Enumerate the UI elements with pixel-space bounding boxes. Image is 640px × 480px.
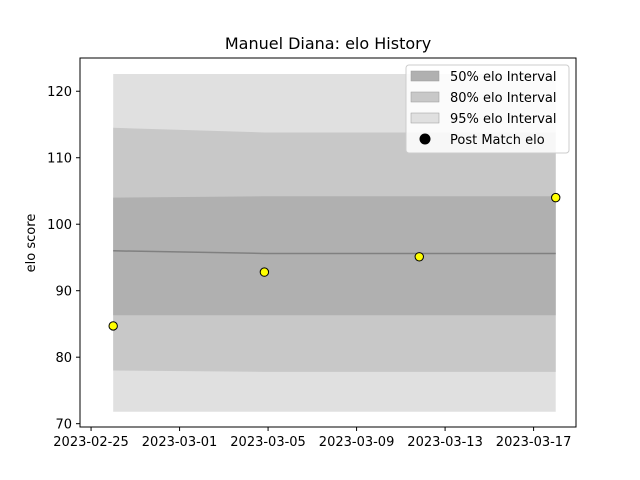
x-tick-label: 2023-03-05: [230, 435, 306, 450]
y-axis-ticks: 70 80 90 100 110 120: [47, 85, 80, 433]
legend-label-4: Post Match elo: [450, 133, 545, 148]
x-tick-label: 2023-03-17: [496, 435, 572, 450]
x-tick-label: 2023-02-25: [53, 435, 129, 450]
y-tick-label: 110: [47, 152, 72, 167]
post-match-point-2: [259, 267, 270, 277]
mean-elo-line: [113, 250, 556, 255]
y-tick-label: 80: [55, 351, 72, 366]
legend: 50% elo Interval 80% elo Interval 95% elo …: [405, 64, 570, 154]
post-match-points: [108, 192, 561, 331]
mean-line: [113, 250, 556, 255]
x-tick-label: 2023-03-09: [319, 435, 395, 450]
post-match-point-3: [414, 252, 424, 262]
legend-swatch-2: [410, 91, 440, 103]
legend-swatch-1: [410, 70, 440, 82]
interval-band-50: [113, 196, 556, 316]
legend-swatch-3: [410, 112, 440, 124]
legend-label-2: 80% elo Interval: [450, 91, 557, 106]
y-tick-label: 70: [55, 418, 72, 433]
legend-label-3: 95% elo Interval: [450, 112, 557, 127]
chart-title: Manuel Diana: elo History: [225, 34, 431, 53]
post-match-point-4: [551, 192, 561, 203]
y-tick-label: 100: [47, 218, 72, 233]
legend-box: [405, 64, 570, 154]
legend-marker-4: [419, 133, 431, 145]
plot-frame: [79, 57, 577, 428]
y-tick-label: 120: [47, 85, 72, 100]
x-axis-ticks: 2023-02-25 2023-03-01 2023-03-05 2023-03-09…: [53, 427, 571, 450]
y-axis-label: elo score: [24, 214, 39, 273]
x-tick-label: 2023-03-01: [142, 435, 218, 450]
post-match-point-1: [108, 321, 118, 331]
x-tick-label: 2023-03-13: [407, 435, 483, 450]
interval-bands: [113, 73, 556, 412]
legend-label-1: 50% elo Interval: [450, 70, 557, 85]
y-tick-label: 90: [55, 285, 72, 300]
